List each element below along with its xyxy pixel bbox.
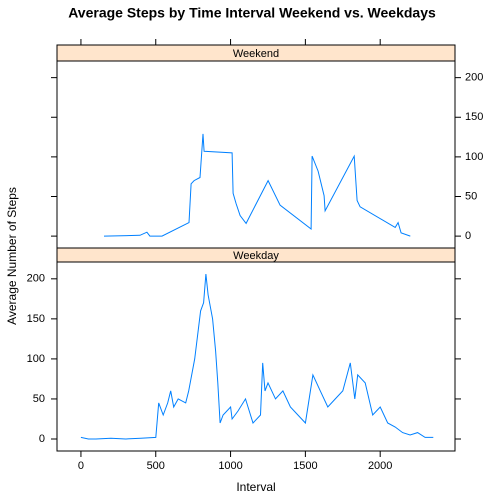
y-tick-label: 50: [465, 190, 477, 202]
data-line: [103, 133, 411, 237]
y-tick-label: 0: [465, 230, 471, 242]
chart-title: Average Steps by Time Interval Weekend v…: [68, 5, 436, 21]
y-axis-label: Average Number of Steps: [5, 187, 19, 325]
data-line: [80, 273, 434, 440]
y-tick-label: 200: [465, 72, 483, 84]
x-axis-label: Interval: [236, 480, 275, 494]
y-tick-label: 100: [27, 353, 45, 365]
y-tick-label: 0: [39, 433, 45, 445]
y-tick-label: 200: [27, 273, 45, 285]
panel-frame: [56, 60, 456, 249]
y-tick-label: 50: [33, 393, 45, 405]
strip-label: Weekday: [233, 250, 279, 262]
x-tick-label: 2000: [368, 460, 392, 472]
strip-label: Weekend: [233, 48, 279, 60]
panel-frame: [56, 261, 456, 452]
x-tick-label: 0: [78, 460, 84, 472]
y-tick-label: 150: [465, 111, 483, 123]
x-tick-label: 500: [147, 460, 165, 472]
x-tick-label: 1500: [293, 460, 317, 472]
y-tick-label: 150: [27, 313, 45, 325]
x-tick-label: 1000: [218, 460, 242, 472]
y-tick-label: 100: [465, 151, 483, 163]
